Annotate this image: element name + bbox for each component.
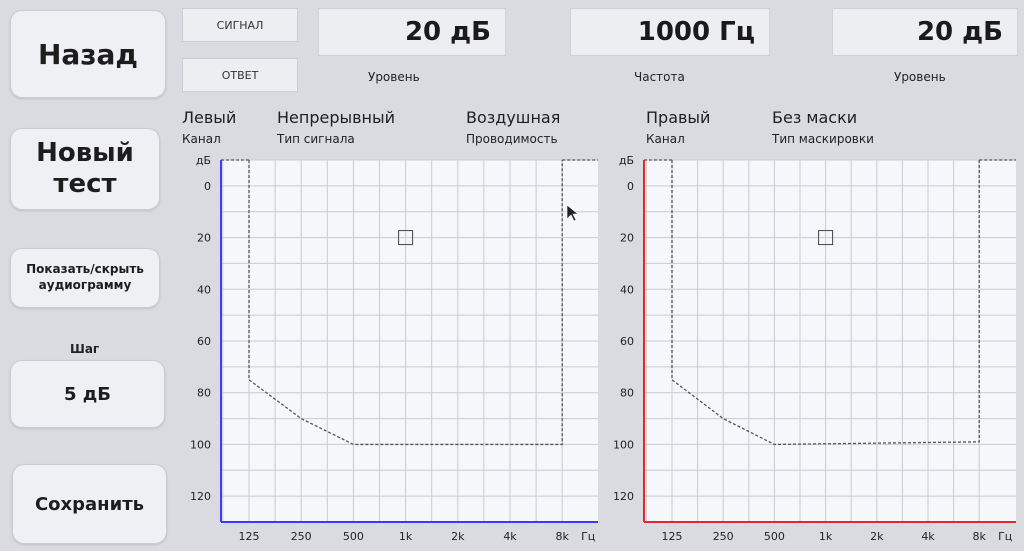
- save-button[interactable]: Сохранить: [12, 464, 167, 544]
- right-masking-caption: Тип маскировки: [772, 132, 874, 146]
- y-tick-label: 0: [204, 180, 211, 193]
- x-tick-label: 1k: [819, 530, 833, 543]
- y-tick-label: 60: [197, 335, 211, 348]
- x-tick-label: 4k: [921, 530, 935, 543]
- y-tick-label: 40: [620, 283, 634, 296]
- left-conduction-caption: Проводимость: [466, 132, 558, 146]
- x-tick-label: 8k: [556, 530, 570, 543]
- new-test-button[interactable]: Новый тест: [10, 128, 160, 210]
- back-button[interactable]: Назад: [10, 10, 166, 98]
- level-right-caption: Уровень: [894, 70, 946, 84]
- y-tick-label: 100: [613, 438, 634, 451]
- left-signal-type-value: Непрерывный: [277, 108, 396, 127]
- left-channel-caption: Канал: [182, 132, 221, 146]
- limit-boundary-line: [671, 160, 980, 446]
- response-indicator: ОТВЕТ: [182, 58, 298, 92]
- y-tick-label: 80: [620, 387, 634, 400]
- x-tick-label: 4k: [503, 530, 517, 543]
- y-tick-label: 0: [627, 180, 634, 193]
- step-caption: Шаг: [70, 342, 100, 356]
- right-channel-caption: Канал: [646, 132, 685, 146]
- left-signal-type-caption: Тип сигнала: [277, 132, 355, 146]
- x-tick-label: 250: [291, 530, 312, 543]
- x-tick-label: 1k: [399, 530, 413, 543]
- right-audiogram[interactable]: 0 20 40 60 80 100 120 дБ 125 250 500 1k 2k 4k 8k Гц: [606, 148, 1020, 548]
- x-tick-label: 2k: [451, 530, 465, 543]
- x-tick-label: 8k: [973, 530, 987, 543]
- level-right-readout[interactable]: 20 дБ: [832, 8, 1018, 56]
- y-tick-label: 120: [613, 490, 634, 503]
- x-tick-label: 500: [343, 530, 364, 543]
- mouse-pointer-icon: [566, 204, 579, 222]
- y-tick-label: 60: [620, 335, 634, 348]
- left-audiogram[interactable]: 0 20 40 60 80 100 120 дБ 125 250 500 1k 2k 4k 8k Гц: [180, 148, 606, 548]
- left-channel-value: Левый: [182, 108, 237, 127]
- cursor-marker: [398, 230, 414, 246]
- right-masking-value: Без маски: [772, 108, 858, 127]
- x-tick-label: 125: [662, 530, 683, 543]
- level-left-readout[interactable]: 20 дБ: [318, 8, 506, 56]
- y-axis-label: дБ: [196, 154, 211, 167]
- x-tick-label: 125: [239, 530, 260, 543]
- x-tick-label: 250: [713, 530, 734, 543]
- level-left-caption: Уровень: [368, 70, 420, 84]
- cursor-marker: [818, 230, 834, 246]
- y-tick-label: 20: [620, 232, 634, 245]
- frequency-readout[interactable]: 1000 Гц: [570, 8, 770, 56]
- x-axis-label: Гц: [581, 530, 595, 543]
- y-tick-label: 20: [197, 232, 211, 245]
- step-button[interactable]: 5 дБ: [10, 360, 165, 428]
- right-channel-value: Правый: [646, 108, 711, 127]
- left-conduction-value: Воздушная: [466, 108, 561, 127]
- y-tick-label: 100: [190, 438, 211, 451]
- x-tick-label: 2k: [870, 530, 884, 543]
- y-axis-label: дБ: [619, 154, 634, 167]
- toggle-audiogram-button[interactable]: Показать/скрыть аудиограмму: [10, 248, 160, 308]
- x-axis-label: Гц: [998, 530, 1012, 543]
- x-tick-label: 500: [764, 530, 785, 543]
- y-tick-label: 40: [197, 283, 211, 296]
- y-tick-label: 80: [197, 387, 211, 400]
- y-tick-label: 120: [190, 490, 211, 503]
- frequency-caption: Частота: [634, 70, 685, 84]
- signal-indicator: СИГНАЛ: [182, 8, 298, 42]
